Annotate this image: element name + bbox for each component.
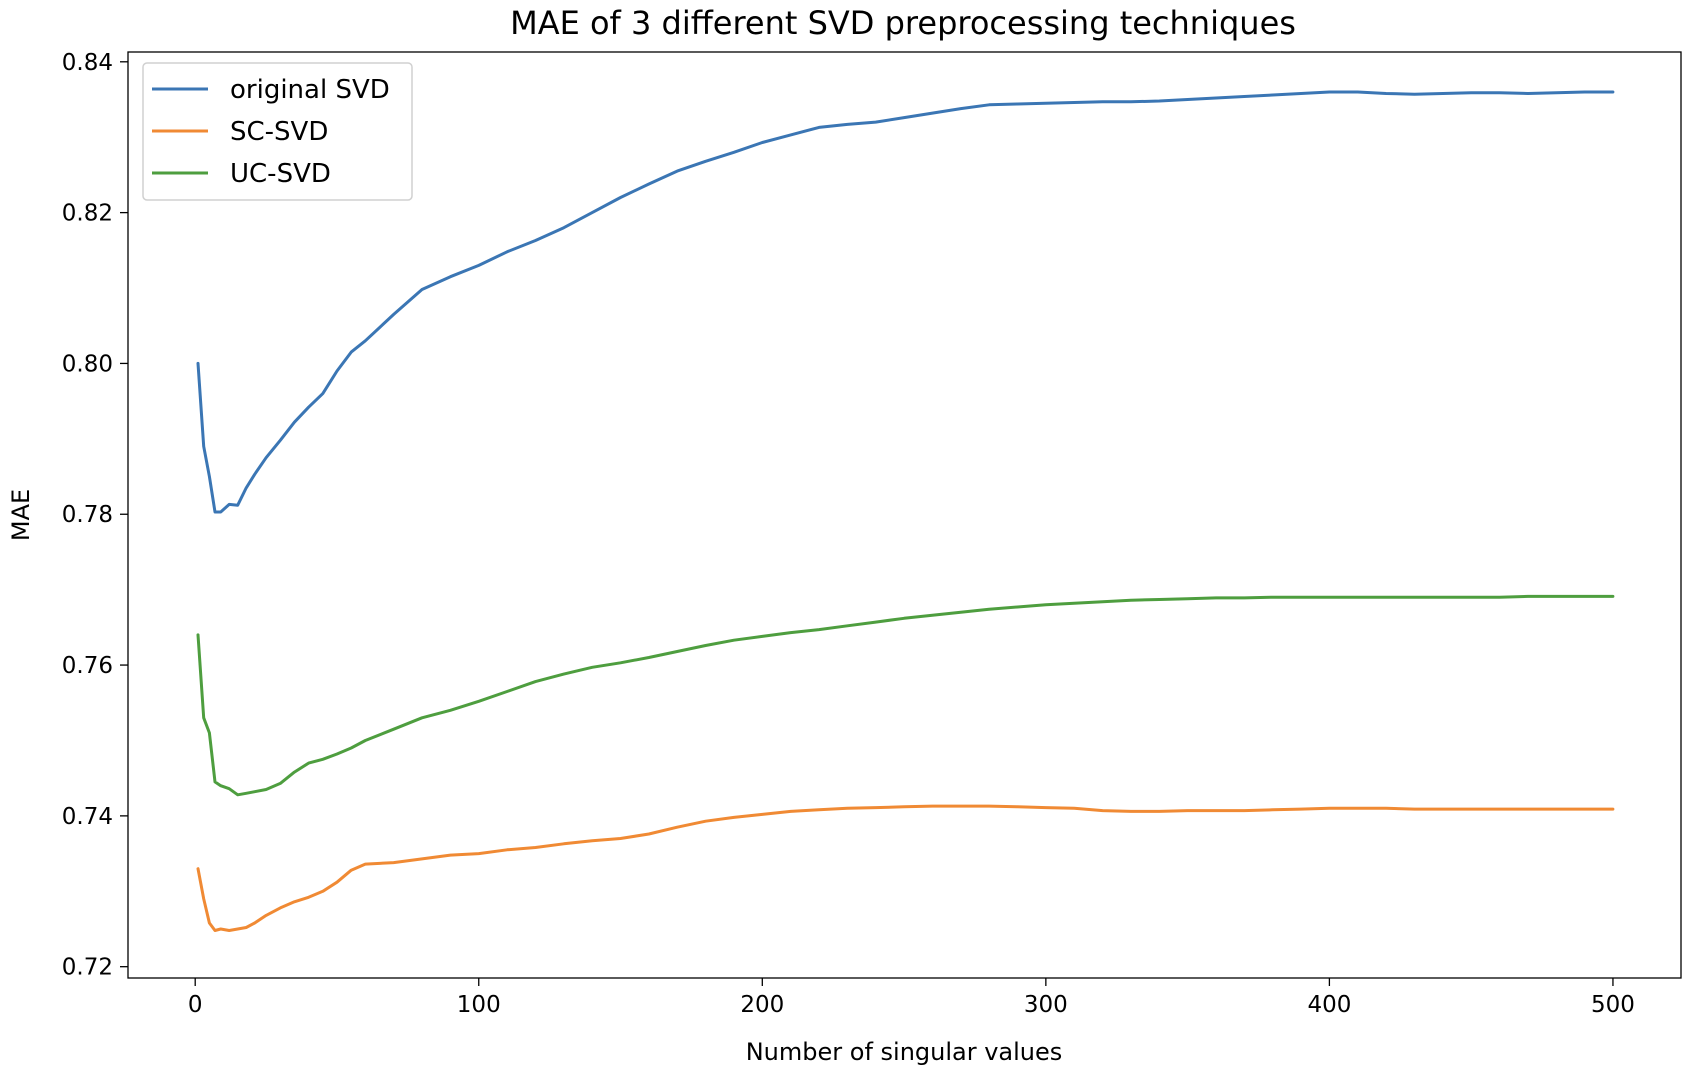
x-tick-label-0: 0 — [188, 992, 203, 1018]
legend-label-sc-svd: SC-SVD — [230, 117, 328, 147]
x-tick-label-500: 500 — [1591, 992, 1635, 1018]
x-axis: 0 100 200 300 400 500 — [188, 978, 1635, 1018]
series-line-original-svd — [196, 90, 1615, 514]
y-tick-label-0.80: 0.80 — [62, 351, 113, 377]
y-tick-label-0.84: 0.84 — [62, 50, 113, 76]
plot-frame — [127, 51, 1682, 979]
y-tick-label-0.82: 0.82 — [62, 201, 113, 227]
legend-label-original-svd: original SVD — [230, 75, 390, 105]
chart-title: MAE of 3 different SVD preprocessing tec… — [510, 4, 1296, 42]
x-axis-label: Number of singular values — [746, 1038, 1063, 1066]
series-line-uc-svd — [196, 594, 1615, 797]
x-tick-label-100: 100 — [457, 992, 501, 1018]
legend-box — [142, 62, 413, 201]
series-line-sc-svd — [196, 804, 1615, 932]
x-tick-label-200: 200 — [740, 992, 784, 1018]
legend-label-uc-svd: UC-SVD — [230, 159, 331, 189]
legend: original SVD SC-SVD UC-SVD — [142, 62, 413, 201]
plot-lines — [196, 90, 1615, 932]
x-tick-label-300: 300 — [1024, 992, 1068, 1018]
y-tick-label-0.72: 0.72 — [62, 955, 113, 981]
y-axis-label: MAE — [7, 489, 35, 541]
y-axis: 0.72 0.74 0.76 0.78 0.80 0.82 0.84 — [62, 50, 128, 981]
x-tick-label-400: 400 — [1307, 992, 1351, 1018]
y-tick-label-0.76: 0.76 — [62, 653, 113, 679]
y-tick-label-0.78: 0.78 — [62, 502, 113, 528]
y-tick-label-0.74: 0.74 — [62, 804, 113, 830]
